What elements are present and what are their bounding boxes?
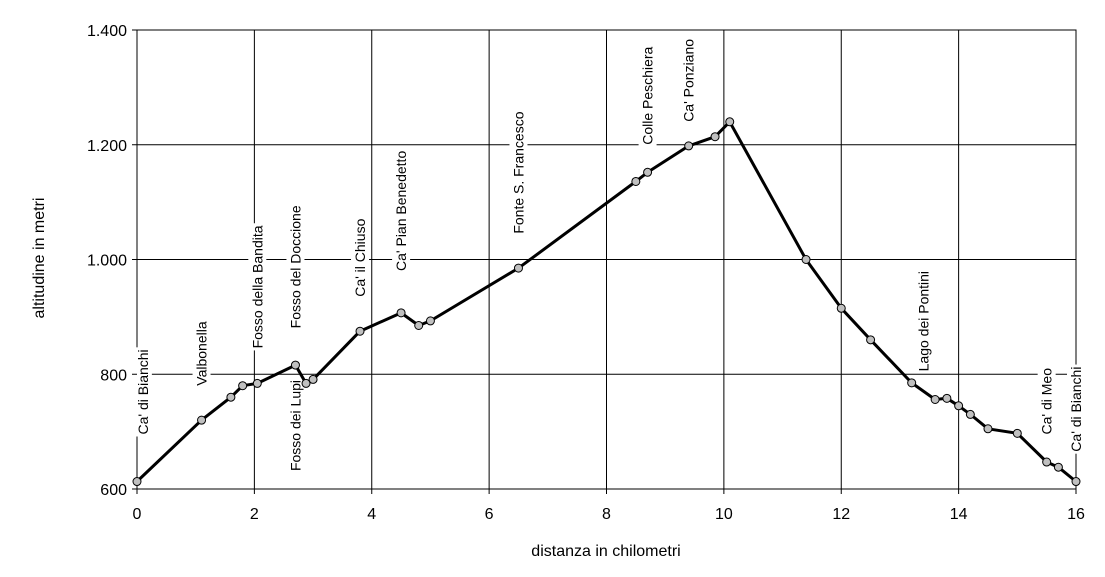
- waypoint-label-background: [248, 223, 267, 351]
- data-point: [1012, 428, 1022, 438]
- data-point: [1071, 477, 1081, 487]
- waypoint-label-background: [509, 109, 528, 236]
- waypoint-label: Ca' il Chiuso: [352, 218, 368, 296]
- waypoint-label-group: Fonte S. Francesco: [509, 109, 528, 236]
- y-tick-label: 1.400: [87, 23, 127, 40]
- data-point: [983, 424, 993, 434]
- y-tick-label: 1.200: [87, 138, 127, 155]
- x-tick-label: 0: [133, 506, 142, 523]
- data-point: [1042, 457, 1052, 467]
- y-tick-label: 600: [100, 482, 127, 499]
- data-point: [238, 381, 248, 391]
- y-tick-label: 800: [100, 367, 127, 384]
- waypoint-label-group: Fosso della Bandita: [248, 223, 267, 351]
- data-point: [414, 320, 424, 330]
- waypoint-label-group: Ca' Pian Benedetto: [392, 148, 411, 273]
- waypoint-label: Ca' di Meo: [1039, 368, 1055, 435]
- waypoint-label-background: [679, 36, 698, 124]
- waypoint-label-group: Fosso del Doccione: [286, 203, 305, 331]
- waypoint-label-background: [286, 203, 305, 331]
- waypoint-label-background: [392, 148, 411, 273]
- waypoint-label: Fosso della Bandita: [249, 225, 265, 348]
- y-tick-label: 1.000: [87, 253, 127, 270]
- y-axis-title: altitudine in metri: [31, 198, 48, 319]
- waypoint-label: Ca' di Bianchi: [1068, 367, 1084, 452]
- data-point: [930, 394, 940, 404]
- waypoint-label-background: [638, 44, 657, 147]
- waypoint-label: Ca' Pian Benedetto: [393, 151, 409, 271]
- waypoint-label-group: Valbonella: [192, 319, 211, 388]
- x-tick-label: 16: [1067, 506, 1085, 523]
- series-group: [132, 117, 1081, 487]
- data-point: [396, 308, 406, 318]
- data-point: [252, 378, 262, 388]
- data-point: [301, 378, 311, 388]
- data-point: [643, 167, 653, 177]
- waypoint-label-background: [1037, 365, 1056, 437]
- data-point: [308, 374, 318, 384]
- data-point: [801, 255, 811, 264]
- waypoint-label: Fosso del Doccione: [287, 205, 303, 328]
- x-tick-label: 4: [367, 506, 376, 523]
- x-tick-label: 6: [485, 506, 494, 523]
- waypoint-label-background: [133, 347, 152, 437]
- x-tick-label: 2: [250, 506, 259, 523]
- x-tick-label: 10: [715, 506, 733, 523]
- waypoint-label-group: Ca' di Meo: [1037, 365, 1056, 437]
- waypoint-label-background: [914, 268, 933, 374]
- waypoint-label: Fosso dei Lupi: [287, 380, 303, 471]
- data-point: [425, 316, 435, 326]
- data-point: [710, 132, 720, 142]
- x-tick-label: 12: [832, 506, 850, 523]
- data-point: [226, 392, 236, 402]
- y-axis-ticks: 600 800 1.000 1.200 1.400: [87, 23, 137, 499]
- waypoint-label-group: Lago dei Pontini: [914, 268, 933, 374]
- x-tick-label: 8: [602, 506, 611, 523]
- waypoint-annotations: Ca' di Bianchi Valbonella Fosso della Band…: [133, 36, 1085, 474]
- waypoint-label: Colle Peschiera: [640, 46, 656, 144]
- data-point: [513, 263, 523, 273]
- waypoint-label-group: Colle Peschiera: [638, 44, 657, 147]
- data-point: [684, 141, 694, 151]
- data-point: [1053, 462, 1063, 472]
- waypoint-label-group: Ca' di Bianchi: [133, 347, 152, 437]
- data-point: [197, 415, 207, 425]
- data-point: [132, 477, 142, 487]
- x-axis-ticks: 0 2 4 6 8 10 12 14 16: [133, 489, 1085, 523]
- waypoint-label-background: [192, 319, 211, 388]
- data-point: [836, 303, 846, 313]
- waypoint-label-group: Fosso dei Lupi: [286, 377, 305, 474]
- waypoint-label: Ca' Ponziano: [681, 39, 697, 122]
- data-point: [725, 117, 735, 127]
- data-point: [954, 401, 964, 411]
- x-axis-title: distanza in chilometri: [531, 543, 680, 560]
- waypoint-label-background: [351, 216, 370, 299]
- waypoint-label-group: Ca' Ponziano: [679, 36, 698, 124]
- data-point: [965, 409, 975, 419]
- waypoint-label-group: Ca' di Bianchi: [1067, 364, 1085, 454]
- data-point: [907, 378, 917, 388]
- waypoint-label: Fonte S. Francesco: [510, 111, 526, 233]
- data-point: [866, 335, 876, 345]
- waypoint-label-group: Ca' il Chiuso: [351, 216, 370, 299]
- waypoint-label-background: [1067, 364, 1085, 454]
- data-point: [942, 393, 952, 403]
- data-point: [290, 360, 300, 370]
- waypoint-label-background: [286, 377, 305, 474]
- x-tick-label: 14: [950, 506, 968, 523]
- data-point: [631, 176, 641, 186]
- waypoint-label: Ca' di Bianchi: [135, 349, 151, 434]
- waypoint-label: Valbonella: [194, 321, 210, 386]
- waypoint-label: Lago dei Pontini: [915, 271, 931, 371]
- data-point: [355, 326, 365, 336]
